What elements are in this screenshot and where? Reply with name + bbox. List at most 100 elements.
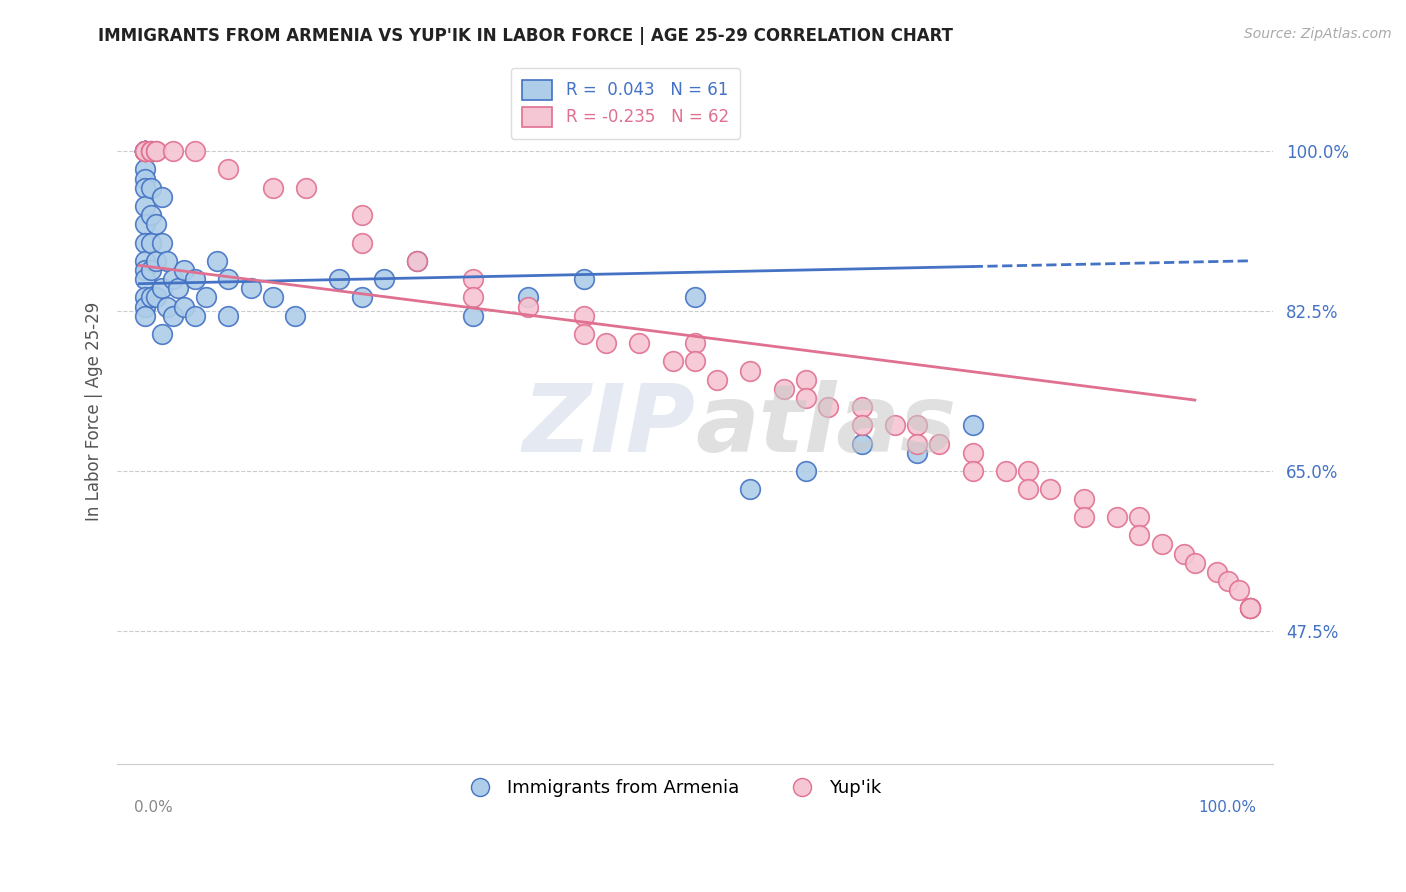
Point (134, 199, 156, 213)
Point (683, 290, 706, 304)
Point (1128, 510, 1150, 524)
Point (740, 483, 762, 497)
Point (145, 144, 167, 158)
Point (406, 253, 429, 268)
Point (461, 290, 484, 304)
Point (156, 253, 179, 268)
Point (134, 300, 156, 314)
Point (134, 290, 156, 304)
Point (139, 180, 162, 194)
Point (1017, 483, 1039, 497)
Point (217, 309, 239, 323)
Point (284, 309, 307, 323)
Point (145, 253, 167, 268)
Point (1150, 537, 1173, 551)
Point (572, 272, 595, 286)
Text: 100.0%: 100.0% (1198, 800, 1256, 815)
Point (195, 290, 218, 304)
Point (145, 217, 167, 231)
Point (162, 272, 184, 286)
Point (134, 171, 156, 186)
Point (217, 162, 239, 177)
Point (173, 263, 195, 277)
Text: 0.0%: 0.0% (134, 800, 173, 815)
Point (184, 272, 207, 286)
Point (134, 309, 156, 323)
Point (994, 464, 1017, 478)
Point (1173, 547, 1195, 561)
Point (134, 144, 156, 158)
Point (262, 290, 284, 304)
Point (883, 418, 905, 433)
Point (1073, 491, 1095, 506)
Point (1073, 510, 1095, 524)
Point (134, 272, 156, 286)
Point (134, 144, 156, 158)
Point (572, 326, 595, 341)
Point (905, 446, 928, 460)
Point (295, 180, 318, 194)
Point (406, 253, 429, 268)
Point (1227, 583, 1250, 598)
Point (134, 144, 156, 158)
Point (461, 272, 484, 286)
Point (851, 418, 873, 433)
Point (139, 290, 162, 304)
Point (683, 336, 706, 351)
Point (706, 373, 728, 387)
Point (134, 144, 156, 158)
Point (173, 300, 195, 314)
Point (1128, 528, 1150, 542)
Point (139, 263, 162, 277)
Point (134, 144, 156, 158)
Point (772, 382, 794, 396)
Point (350, 290, 373, 304)
Point (461, 309, 484, 323)
Legend: Immigrants from Armenia, Yup'ik: Immigrants from Armenia, Yup'ik (454, 772, 889, 805)
Point (905, 436, 928, 450)
Point (139, 208, 162, 222)
Point (1206, 565, 1229, 579)
Point (905, 418, 928, 433)
Point (134, 162, 156, 177)
Point (350, 208, 373, 222)
Point (794, 391, 817, 405)
Point (139, 144, 162, 158)
Point (1218, 574, 1240, 588)
Point (1239, 601, 1261, 615)
Point (134, 144, 156, 158)
Point (239, 281, 262, 295)
Point (817, 400, 839, 414)
Point (145, 144, 167, 158)
Point (217, 272, 239, 286)
Point (794, 373, 817, 387)
Point (184, 309, 207, 323)
Point (134, 144, 156, 158)
Point (962, 464, 984, 478)
Point (572, 309, 595, 323)
Point (683, 354, 706, 368)
Y-axis label: In Labor Force | Age 25-29: In Labor Force | Age 25-29 (86, 302, 103, 521)
Point (1017, 464, 1039, 478)
Point (162, 309, 184, 323)
Point (184, 144, 207, 158)
Point (145, 290, 167, 304)
Point (134, 263, 156, 277)
Point (740, 363, 762, 377)
Point (205, 253, 228, 268)
Text: Source: ZipAtlas.com: Source: ZipAtlas.com (1244, 27, 1392, 41)
Point (628, 336, 651, 351)
Point (517, 290, 540, 304)
Text: ZIP: ZIP (522, 380, 695, 472)
Point (794, 464, 817, 478)
Point (162, 144, 184, 158)
Point (328, 272, 350, 286)
Point (262, 180, 284, 194)
Point (150, 235, 173, 250)
Point (134, 180, 156, 194)
Point (1239, 601, 1261, 615)
Point (150, 190, 173, 204)
Point (851, 400, 873, 414)
Point (134, 217, 156, 231)
Point (962, 418, 984, 433)
